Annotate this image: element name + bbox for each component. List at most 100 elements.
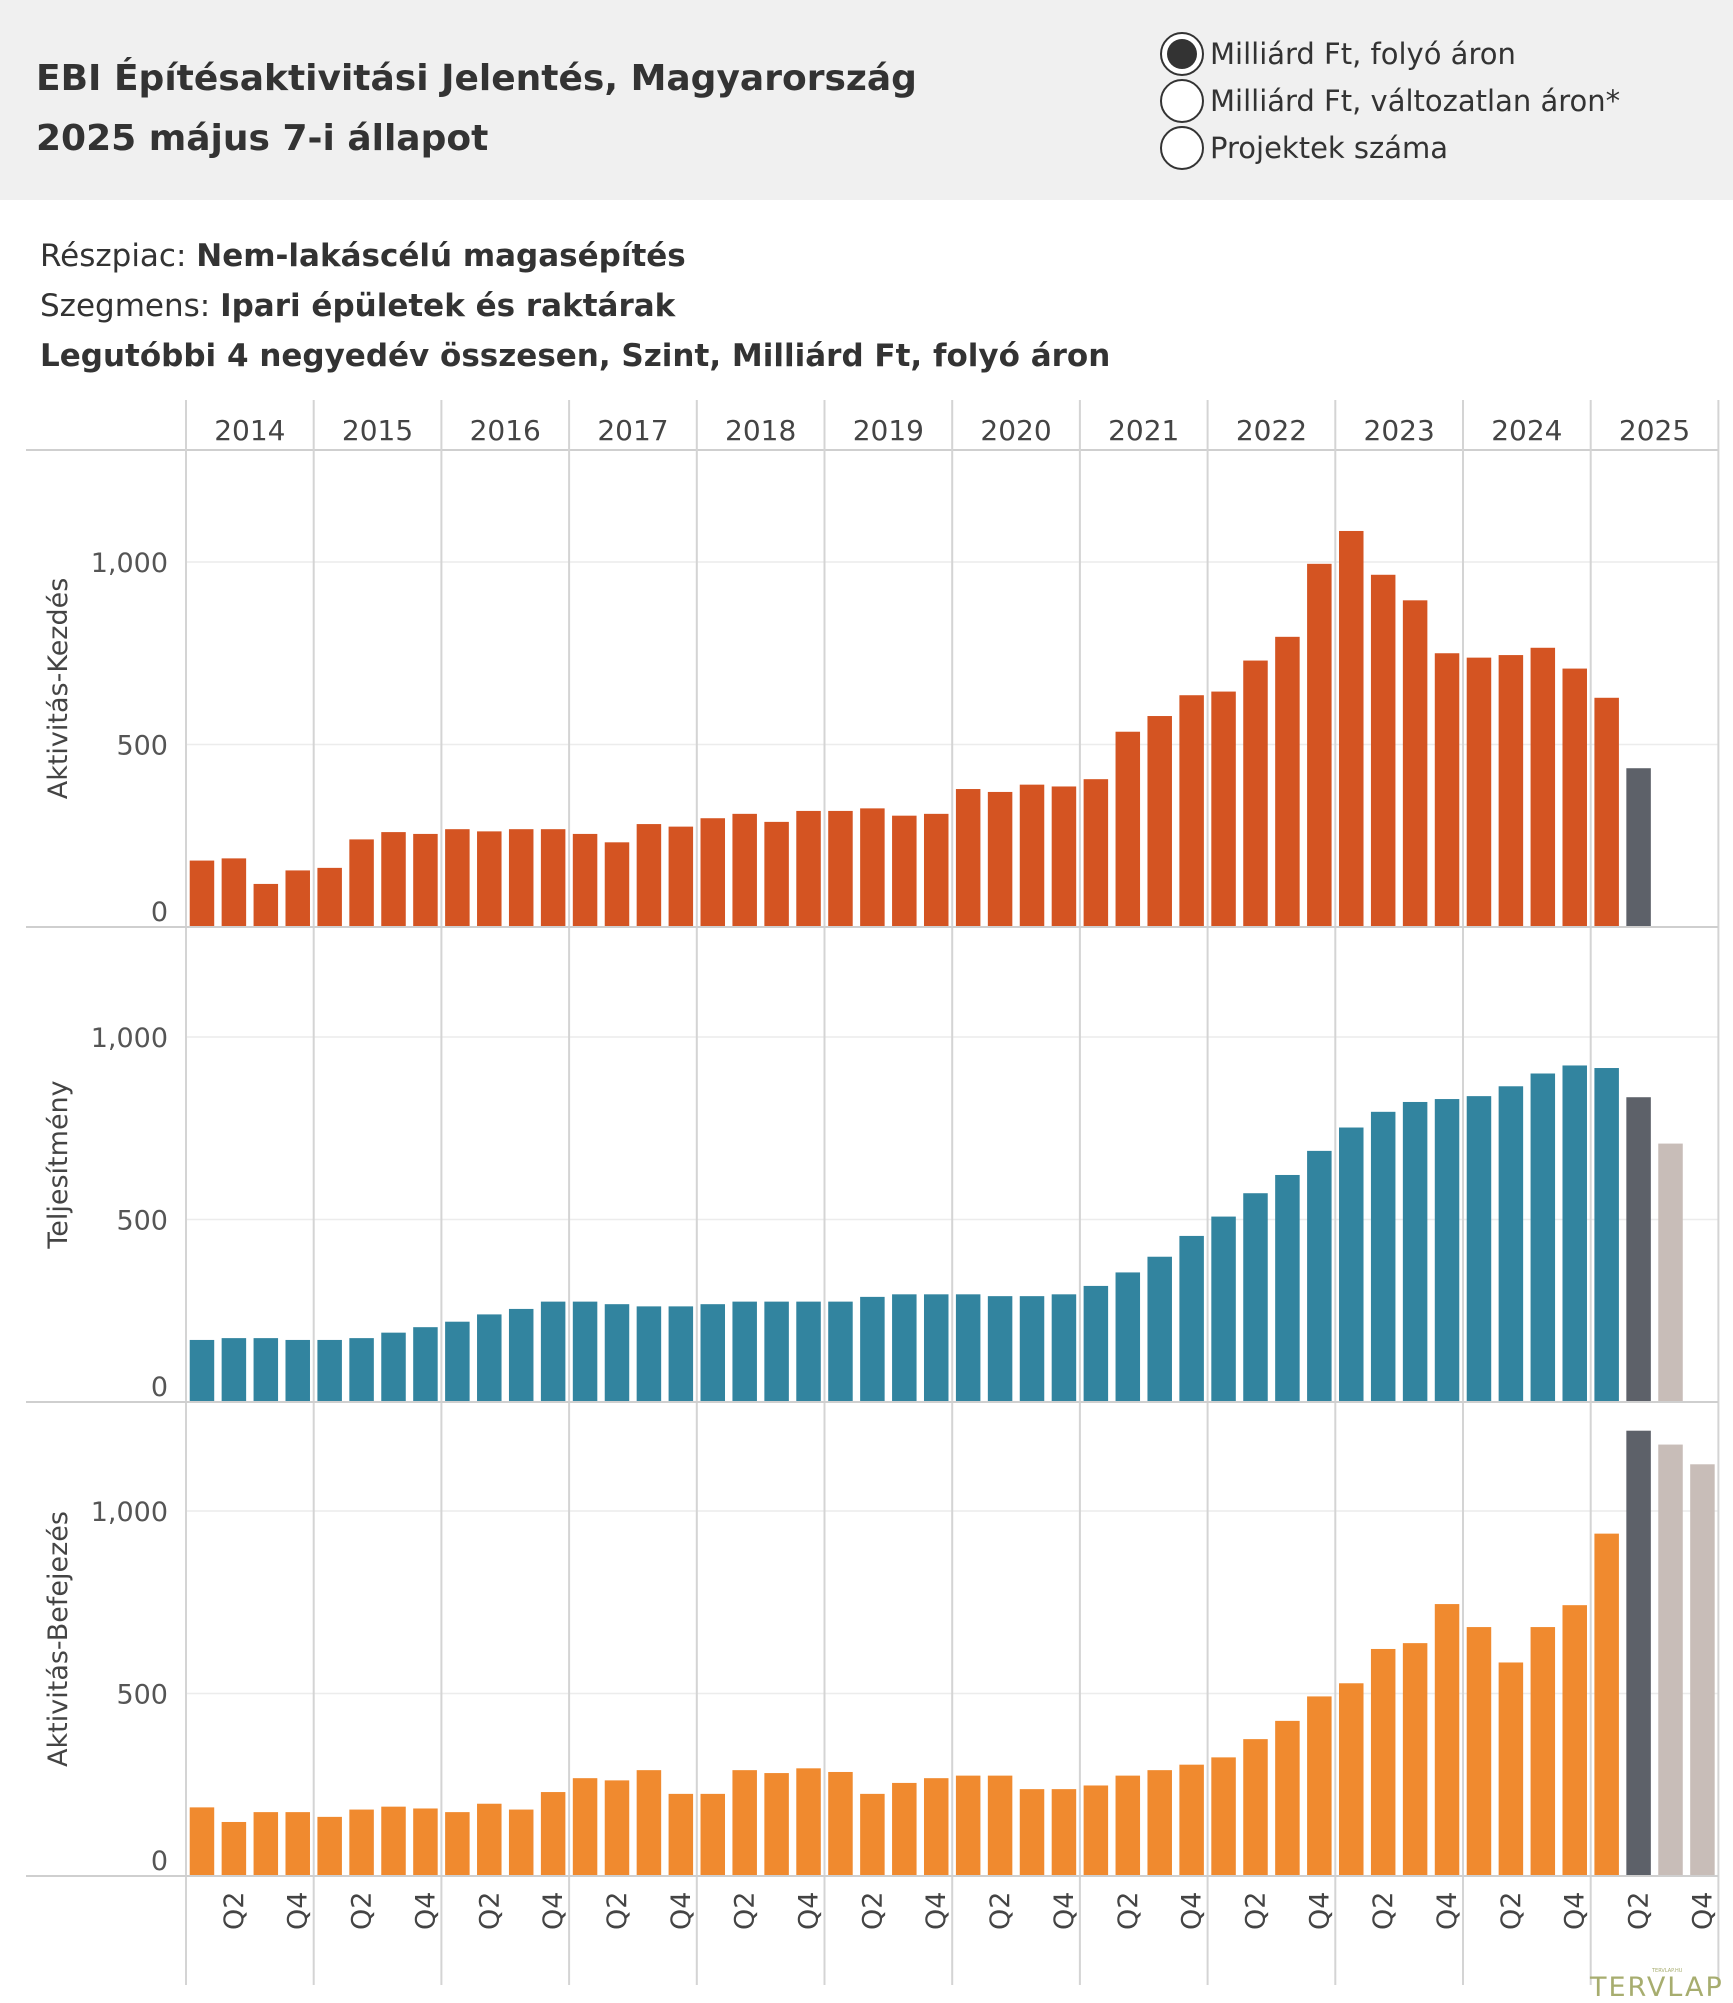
bar [860,1793,885,1876]
bar [1402,1101,1428,1402]
bar [413,1327,438,1402]
y-tick-label: 500 [116,731,168,762]
bar [1243,1739,1268,1876]
bar [572,833,598,927]
bar [1179,1764,1204,1876]
quarter-tick-label: Q2 [602,1892,633,1930]
y-tick-label: 1,000 [91,548,168,579]
year-label: 2022 [1236,414,1307,447]
report-title: EBI Építésaktivitási Jelentés, Magyarors… [36,58,917,99]
bar [445,1321,470,1402]
radio-option-project-count[interactable]: Projektek száma [1160,126,1448,170]
quarter-tick-label: Q4 [1560,1892,1591,1930]
quarter-tick-label: Q2 [347,1892,378,1930]
bar [732,813,757,927]
bar [572,1301,598,1402]
quarter-tick-label: Q2 [1113,1892,1144,1930]
bar [668,826,694,927]
bar [764,821,789,927]
bar [477,831,502,927]
bar [955,1294,981,1402]
bar [381,1806,406,1876]
radio-option-constant-price[interactable]: Milliárd Ft, változatlan áron* [1160,79,1620,123]
bar [892,815,917,927]
bar [1402,600,1428,927]
y-axis-title: Aktivitás-Befejezés [43,1511,74,1767]
tervlap-logo-small: TERVLAP.HU [1652,1968,1683,1974]
bar [796,1301,821,1402]
bar [1466,657,1492,927]
bar [349,839,374,927]
quarter-tick-label: Q2 [857,1892,888,1930]
bar [668,1306,694,1402]
bar [413,1808,438,1876]
quarter-tick-label: Q4 [1177,1892,1208,1930]
quarter-tick-label: Q2 [474,1892,505,1930]
header-bar: EBI Építésaktivitási Jelentés, Magyarors… [0,0,1733,200]
bar [285,1812,310,1876]
bar [700,1304,726,1402]
y-tick-label: 0 [151,1372,168,1403]
year-label: 2014 [214,414,285,447]
bar [796,810,821,927]
bar [572,1778,598,1876]
bar [955,1775,981,1876]
bar [189,860,215,927]
bar [1115,1272,1141,1402]
bar [1530,1627,1556,1876]
bar [1179,1235,1204,1402]
bar [381,1332,406,1402]
quarter-tick-label: Q4 [283,1892,314,1930]
bar [1530,647,1556,927]
bar [381,832,406,927]
y-axis-title: Teljesítmény [43,1080,74,1249]
bar [508,829,534,927]
bar [732,1770,757,1876]
radio-label: Milliárd Ft, változatlan áron* [1210,84,1621,118]
year-label: 2017 [597,414,668,447]
year-label: 2018 [725,414,796,447]
bar [1658,1444,1683,1876]
bar [1083,1785,1109,1876]
bar [1275,1174,1300,1402]
bar [1147,716,1172,927]
radio-unselected-icon [1160,79,1204,123]
quarter-tick-label: Q2 [219,1892,250,1930]
bar [1147,1770,1172,1876]
quarter-tick-label: Q2 [1368,1892,1399,1930]
bar [1275,636,1300,927]
bar [1083,1285,1109,1402]
bar [1626,1430,1651,1876]
bar [1051,1789,1077,1876]
bar [1498,1662,1524,1876]
bar [923,1294,949,1402]
radio-label: Milliárd Ft, folyó áron [1210,37,1516,71]
y-tick-label: 500 [116,1206,168,1237]
bar [477,1314,502,1402]
radio-option-current-price[interactable]: Milliárd Ft, folyó áron [1160,32,1516,76]
bar [1626,768,1651,927]
quarter-tick-label: Q2 [985,1892,1016,1930]
bar [636,1770,662,1876]
bar [923,1778,949,1876]
bar [189,1807,215,1876]
bar [317,867,342,927]
y-tick-label: 1,000 [91,1023,168,1054]
bar [955,789,981,927]
quarter-tick-label: Q2 [1240,1892,1271,1930]
bar [1434,1604,1460,1876]
radio-unselected-icon [1160,126,1204,170]
quarter-tick-label: Q4 [921,1892,952,1930]
bar [1115,731,1141,927]
bar [317,1339,342,1402]
bar [860,1296,885,1402]
bar [700,818,726,927]
quarter-tick-label: Q4 [666,1892,697,1930]
bar [445,1812,470,1876]
bar [1466,1627,1492,1876]
bar [764,1301,789,1402]
submarket-value: Nem-lakáscélú magasépítés [196,238,686,274]
bar [860,808,885,927]
bar [445,829,470,927]
